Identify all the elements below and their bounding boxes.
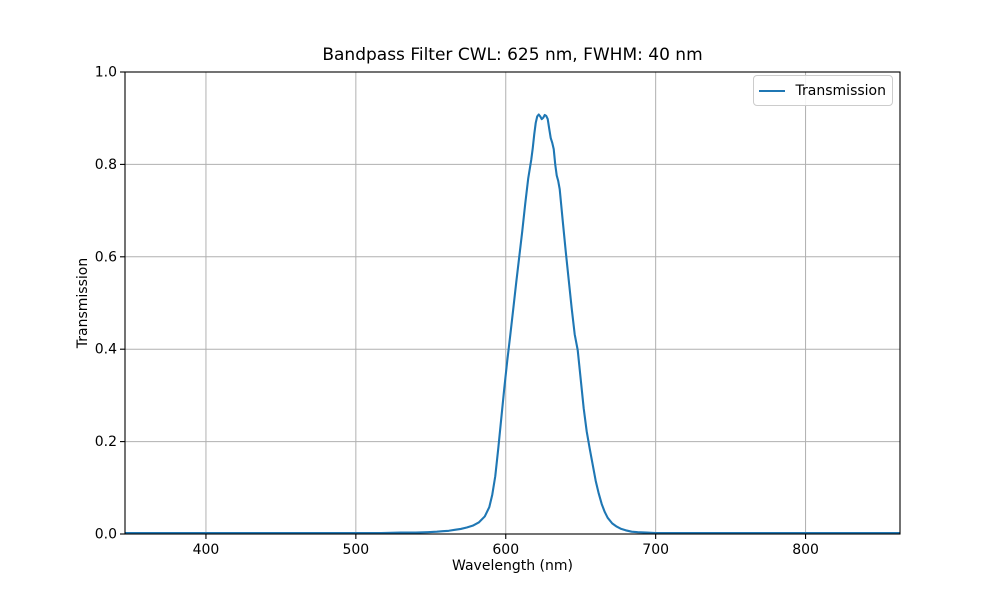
- y-tick-label: 0.6: [95, 249, 117, 265]
- axes-spines: [124, 71, 901, 535]
- x-tick-label: 800: [792, 542, 819, 558]
- legend-line-sample: [759, 89, 785, 92]
- y-tick-label: 1.0: [95, 65, 117, 81]
- x-tick-label: 600: [492, 542, 519, 558]
- x-axis-label: Wavelength (nm): [452, 558, 573, 574]
- x-tick-label: 500: [342, 542, 369, 558]
- legend: Transmission: [753, 75, 893, 106]
- x-tick-label: 700: [642, 542, 669, 558]
- chart-title: Bandpass Filter CWL: 625 nm, FWHM: 40 nm: [322, 45, 703, 65]
- y-tick-label: 0.4: [95, 342, 117, 358]
- transmission-curve: [125, 113, 900, 534]
- y-axis-label: Transmission: [75, 257, 91, 349]
- y-tick-label: 0.8: [95, 157, 117, 173]
- x-tick-label: 400: [193, 542, 220, 558]
- y-tick-label: 0.2: [95, 434, 117, 450]
- y-tick-label: 0.0: [95, 527, 117, 543]
- legend-label: Transmission: [795, 82, 886, 99]
